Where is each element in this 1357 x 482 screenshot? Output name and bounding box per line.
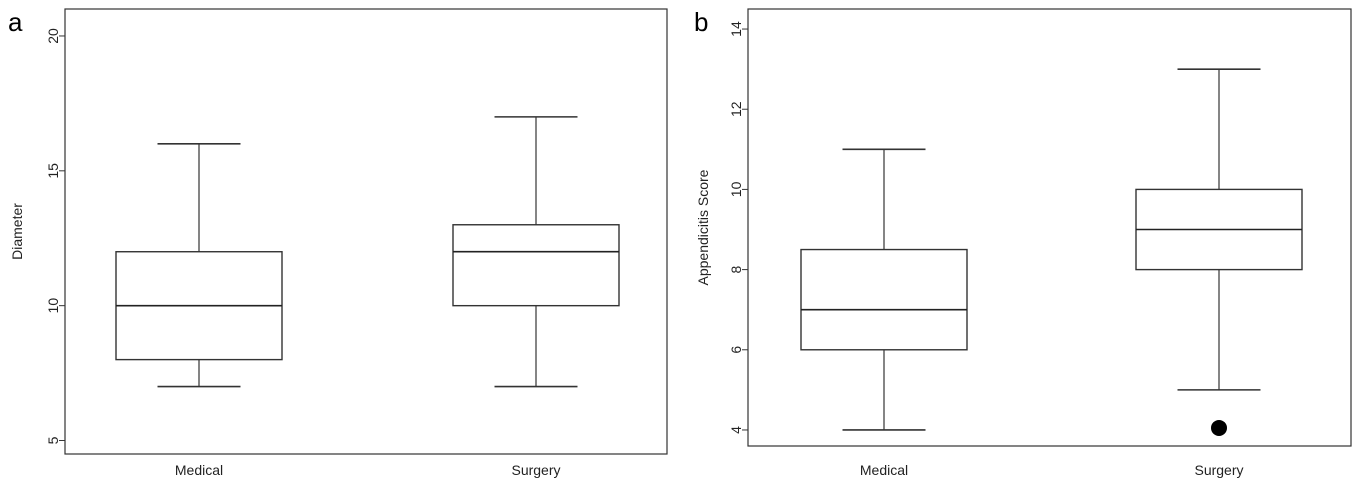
- y-tick-label: 10: [728, 181, 744, 197]
- plot-frame: [747, 8, 1352, 447]
- y-axis-label: Appendicitis Score: [695, 169, 711, 285]
- y-tick-label: 6: [728, 346, 744, 354]
- iqr-box: [452, 224, 620, 307]
- y-tick-label: 5: [45, 436, 61, 444]
- iqr-box: [800, 248, 968, 351]
- box-surgery: [1135, 68, 1303, 436]
- panel-label: a: [8, 7, 23, 37]
- y-tick-label: 20: [45, 28, 61, 44]
- y-tick-label: 12: [728, 101, 744, 117]
- panel-b: b 4 6 8 10 12 14 Appendicitis Score Medical Surge…: [694, 7, 1352, 478]
- y-axis-label: Diameter: [9, 203, 25, 260]
- outlier-point: [1211, 419, 1227, 436]
- y-tick-label: 14: [728, 21, 744, 37]
- box-medical: [800, 148, 968, 431]
- box-medical: [115, 143, 283, 388]
- y-tick-label: 15: [45, 163, 61, 179]
- panel-a: a 5 10 15 20 Diameter Medical Surgery: [8, 7, 668, 478]
- box-surgery: [452, 116, 620, 388]
- y-tick-label: 4: [728, 426, 744, 434]
- x-tick-label: Medical: [175, 462, 223, 478]
- x-tick-label: Surgery: [511, 462, 560, 478]
- plot-frame: [64, 8, 668, 455]
- x-tick-label: Surgery: [1194, 462, 1243, 478]
- y-tick-label: 8: [728, 265, 744, 273]
- panel-label: b: [694, 7, 708, 37]
- x-tick-label: Medical: [860, 462, 908, 478]
- y-tick-label: 10: [45, 298, 61, 314]
